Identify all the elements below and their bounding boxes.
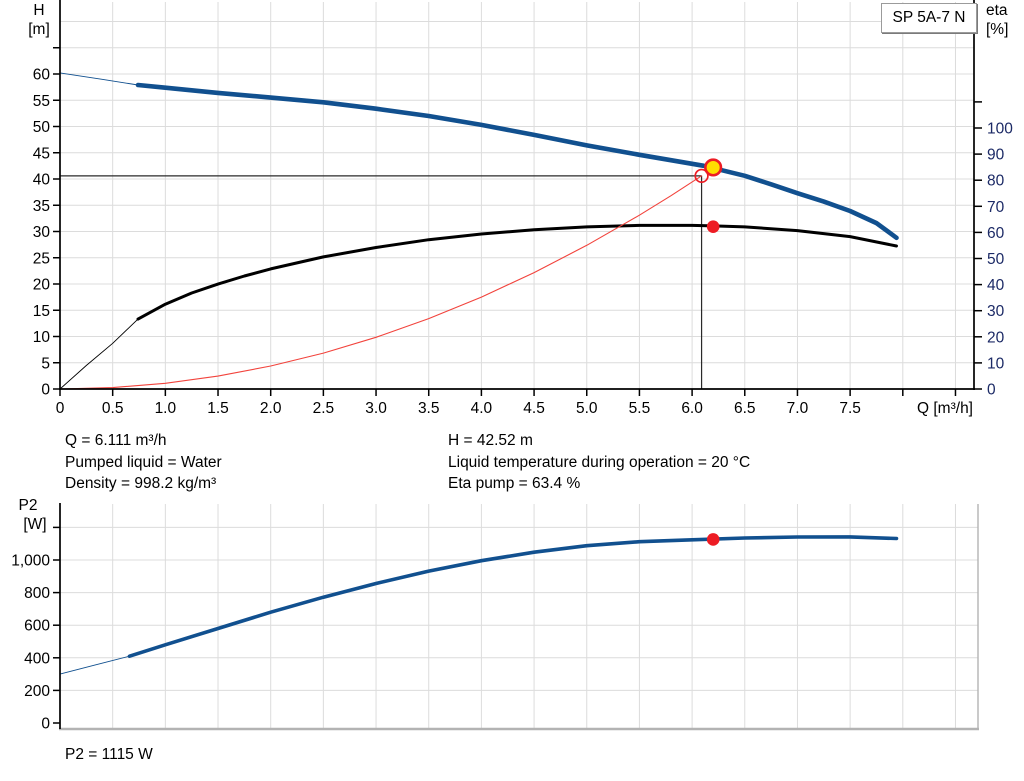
svg-text:2.0: 2.0 — [260, 400, 282, 417]
svg-text:4.0: 4.0 — [471, 400, 493, 417]
svg-text:15: 15 — [33, 303, 50, 320]
svg-text:2.5: 2.5 — [313, 400, 335, 417]
svg-text:100: 100 — [987, 121, 1013, 138]
top-chart-curves — [59, 72, 899, 390]
svg-text:30: 30 — [33, 224, 51, 241]
svg-text:60: 60 — [987, 225, 1005, 242]
annotation-density: Density = 998.2 kg/m³ — [65, 475, 217, 492]
head-curve-lead — [59, 72, 139, 86]
annotation-p2: P2 = 1115 W — [65, 746, 153, 763]
svg-text:20: 20 — [987, 329, 1005, 346]
svg-text:5.0: 5.0 — [576, 400, 598, 417]
svg-text:400: 400 — [24, 650, 50, 667]
svg-text:35: 35 — [33, 198, 50, 215]
h-axis-unit: [m] — [28, 21, 50, 38]
annotation-eta-pump: Eta pump = 63.4 % — [448, 475, 581, 492]
eta-curve — [136, 223, 898, 321]
svg-text:0: 0 — [41, 716, 50, 733]
p2-chart-border — [59, 504, 979, 731]
top-chart-markers — [694, 158, 723, 233]
svg-text:1,000: 1,000 — [11, 553, 50, 570]
svg-text:20: 20 — [33, 277, 51, 294]
svg-text:70: 70 — [987, 199, 1005, 216]
svg-text:10: 10 — [987, 355, 1005, 372]
svg-text:30: 30 — [987, 303, 1005, 320]
eta-curve-lead — [59, 318, 139, 390]
pump-model-box: SP 5A-7 N — [881, 3, 977, 33]
annotation-flow: Q = 6.111 m³/h — [65, 432, 167, 449]
svg-text:50: 50 — [33, 119, 51, 136]
svg-text:5.5: 5.5 — [629, 400, 651, 417]
svg-text:800: 800 — [24, 585, 50, 602]
svg-text:3.5: 3.5 — [418, 400, 440, 417]
svg-text:25: 25 — [33, 250, 50, 267]
eta-axis-letter: eta — [986, 2, 1008, 19]
p2-axis-unit: [W] — [23, 516, 47, 533]
svg-text:45: 45 — [33, 145, 50, 162]
svg-text:6.5: 6.5 — [734, 400, 756, 417]
duty-point-p2 — [706, 533, 720, 546]
p2-chart-grid — [60, 504, 978, 729]
system-curve — [59, 175, 703, 390]
svg-text:Q [m³/h]: Q [m³/h] — [917, 400, 973, 417]
svg-text:55: 55 — [33, 93, 50, 110]
duty-point-crosshair — [60, 175, 703, 389]
h-axis-letter: H — [33, 2, 45, 19]
duty-point-head — [704, 158, 723, 177]
svg-text:0.5: 0.5 — [102, 400, 124, 417]
svg-text:4.5: 4.5 — [523, 400, 545, 417]
svg-text:6.0: 6.0 — [681, 400, 703, 417]
svg-text:7.0: 7.0 — [787, 400, 809, 417]
p2-axis-letter: P2 — [18, 497, 38, 514]
annotation-liquid-temperature: Liquid temperature during operation = 20… — [448, 454, 751, 471]
svg-text:10: 10 — [33, 329, 51, 346]
p2-chart-curves — [59, 535, 899, 675]
svg-text:80: 80 — [987, 173, 1005, 190]
p2-curve — [127, 535, 899, 659]
svg-text:1.0: 1.0 — [155, 400, 177, 417]
p2-chart-markers — [706, 533, 720, 546]
top-chart-grid — [60, 2, 974, 389]
svg-text:40: 40 — [33, 172, 51, 189]
head-curve — [135, 82, 899, 241]
svg-text:3.0: 3.0 — [365, 400, 387, 417]
svg-text:7.5: 7.5 — [839, 400, 861, 417]
svg-text:0: 0 — [56, 400, 65, 417]
p2-curve-lead — [59, 655, 130, 675]
annotation-pumped-liquid: Pumped liquid = Water — [65, 454, 222, 471]
svg-text:1.5: 1.5 — [207, 400, 229, 417]
svg-text:0: 0 — [987, 382, 996, 399]
svg-text:600: 600 — [24, 618, 50, 635]
annotation-head: H = 42.52 m — [448, 432, 533, 449]
svg-text:90: 90 — [987, 147, 1005, 164]
p2-chart-axis: 0 200 400 600 800 1,000 — [11, 503, 61, 733]
svg-text:0: 0 — [41, 382, 50, 399]
top-chart-axes: 0 0.5 1.0 1.5 2.0 2.5 3.0 3.5 4.0 4.5 5.0 5.5 6.0 6.5… — [33, 0, 1013, 417]
svg-text:200: 200 — [24, 683, 50, 700]
svg-text:50: 50 — [987, 251, 1005, 268]
svg-text:60: 60 — [33, 67, 51, 84]
svg-text:40: 40 — [987, 277, 1005, 294]
duty-point-eta — [706, 220, 720, 233]
svg-text:5: 5 — [41, 355, 50, 372]
requested-duty-point — [694, 168, 709, 184]
eta-axis-unit: [%] — [986, 21, 1009, 38]
